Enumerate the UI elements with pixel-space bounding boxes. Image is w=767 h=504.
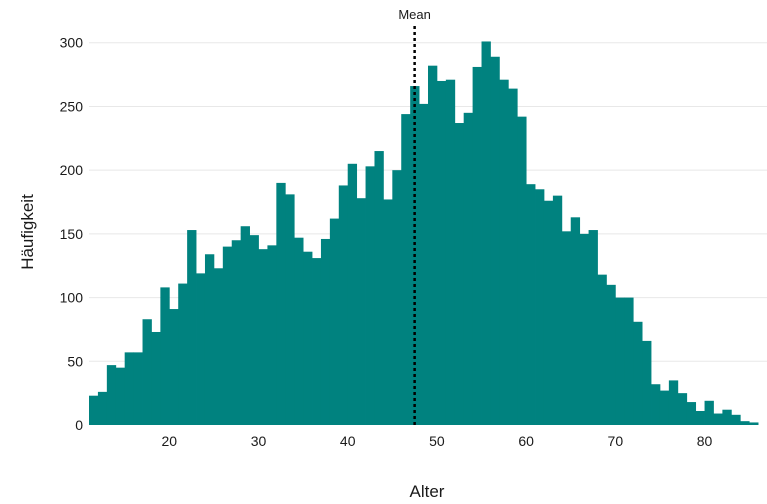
histogram-bar	[499, 79, 509, 426]
y-tick-label: 0	[75, 417, 83, 433]
histogram-bar	[463, 112, 474, 426]
histogram-bar	[508, 88, 518, 425]
y-tick-label: 50	[67, 353, 83, 369]
histogram-bar	[222, 246, 233, 425]
histogram-bar	[231, 240, 242, 425]
histogram-bar	[651, 384, 661, 425]
histogram-bar	[401, 114, 411, 425]
y-tick-label: 100	[60, 290, 84, 306]
y-tick-label: 150	[60, 226, 84, 242]
x-axis-title: Alter	[410, 482, 445, 501]
histogram-bar	[481, 41, 491, 425]
histogram-bar	[722, 409, 732, 425]
histogram-bar	[597, 274, 607, 425]
histogram-bar	[151, 331, 161, 425]
histogram-bar	[436, 80, 447, 425]
histogram-bar	[365, 166, 375, 425]
histogram-bar	[169, 309, 179, 425]
histogram-bar	[740, 421, 750, 425]
histogram-bar	[606, 284, 616, 425]
x-tick-label: 20	[162, 433, 178, 449]
histogram-bar	[347, 163, 358, 425]
histogram-bar	[543, 200, 554, 425]
histogram-bar	[579, 233, 589, 425]
histogram-bar	[97, 391, 108, 425]
histogram-bar	[285, 194, 295, 425]
histogram-bar	[142, 319, 152, 425]
histogram-bar	[454, 123, 465, 426]
histogram-bars	[89, 41, 759, 426]
histogram-bar	[713, 413, 723, 425]
histogram-bar	[642, 340, 652, 425]
histogram-bar	[187, 230, 197, 425]
x-tick-label: 60	[518, 433, 534, 449]
histogram-bar	[240, 226, 250, 425]
histogram-bar	[686, 402, 697, 425]
y-tick-label: 200	[60, 162, 84, 178]
histogram-bar	[106, 365, 117, 425]
histogram-bar	[320, 238, 331, 425]
y-tick-label: 250	[60, 98, 84, 114]
x-axis-ticks: 20 30 40 50 60 70 80	[162, 433, 713, 449]
histogram-bar	[204, 254, 215, 425]
histogram-bar	[659, 390, 670, 425]
histogram-bar	[356, 198, 366, 425]
histogram-bar	[588, 230, 598, 425]
histogram-bar	[749, 422, 759, 425]
histogram-bar	[338, 185, 349, 425]
histogram-bar	[89, 395, 99, 425]
histogram-bar	[329, 218, 340, 425]
x-tick-label: 50	[429, 433, 445, 449]
histogram-bar	[392, 170, 402, 425]
histogram-bar	[526, 184, 536, 425]
x-tick-label: 30	[251, 433, 267, 449]
histogram-bar	[561, 231, 572, 425]
histogram-bar	[294, 237, 304, 425]
x-tick-label: 70	[608, 433, 624, 449]
histogram-bar	[677, 393, 688, 425]
histogram-bar	[258, 249, 268, 425]
histogram-bar	[552, 195, 563, 425]
y-tick-label: 300	[60, 35, 84, 51]
x-tick-label: 80	[697, 433, 713, 449]
histogram-bar	[267, 245, 277, 425]
histogram-bar	[704, 400, 714, 425]
histogram-bar	[570, 217, 581, 425]
mean-label: Mean	[398, 7, 431, 22]
histogram-bar	[731, 414, 741, 425]
histogram-bar	[633, 321, 643, 425]
histogram-bar	[213, 268, 224, 425]
histogram-bar	[517, 116, 527, 425]
histogram-bar	[276, 182, 286, 425]
histogram-bar	[160, 287, 170, 425]
histogram-bar	[624, 297, 634, 425]
histogram-bar	[490, 56, 500, 426]
histogram-bar	[374, 151, 384, 425]
histogram-bar	[383, 199, 393, 425]
y-axis-ticks: 0 50 100 150 200 250 300	[60, 35, 84, 433]
x-tick-label: 40	[340, 433, 356, 449]
histogram-bar	[445, 79, 456, 426]
histogram-bar	[428, 65, 438, 425]
y-axis-title: Häufigkeit	[18, 194, 37, 270]
histogram-bar	[312, 258, 322, 425]
histogram-bar	[133, 352, 143, 425]
histogram-bar	[196, 273, 206, 425]
histogram-bar	[668, 380, 679, 425]
histogram-bar	[115, 367, 126, 425]
histogram-bar	[535, 189, 545, 425]
histogram-bar	[303, 251, 313, 425]
histogram-bar	[615, 297, 625, 425]
histogram-bar	[472, 66, 482, 426]
histogram-bar	[178, 283, 188, 425]
histogram-bar	[419, 103, 429, 425]
histogram-bar	[124, 352, 135, 425]
histogram-bar	[249, 235, 259, 425]
histogram-bar	[695, 410, 705, 425]
